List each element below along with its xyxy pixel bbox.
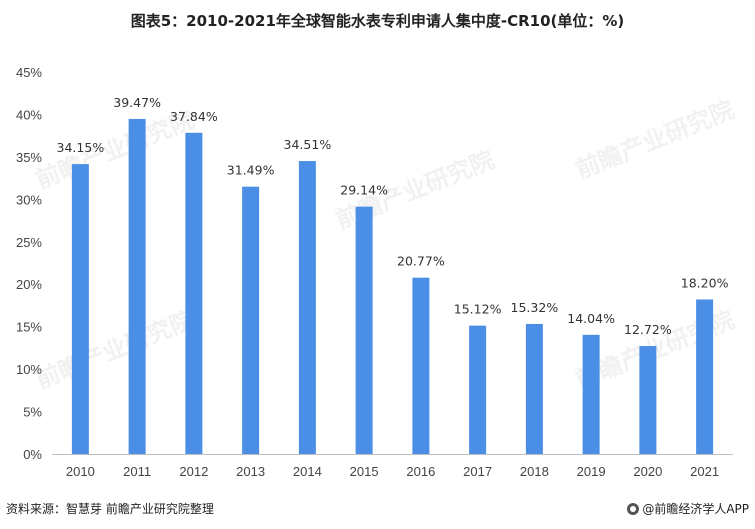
bar: [185, 132, 203, 454]
y-tick-label: 0%: [23, 447, 42, 462]
y-tick-label: 30%: [16, 192, 42, 207]
y-tick-label: 15%: [16, 320, 42, 335]
bar: [525, 323, 543, 454]
x-tick-label: 2013: [236, 464, 265, 479]
chart-title: 图表5：2010-2021年全球智能水表专利申请人集中度-CR10(单位：%): [130, 12, 625, 30]
bar: [242, 186, 260, 455]
data-label: 14.04%: [567, 311, 615, 326]
x-tick-label: 2011: [123, 464, 151, 479]
x-tick-label: 2012: [179, 464, 208, 479]
x-tick-label: 2020: [633, 464, 662, 479]
data-label: 15.32%: [511, 300, 559, 315]
bar: [582, 334, 600, 454]
data-label: 34.15%: [57, 140, 105, 155]
data-label: 20.77%: [397, 254, 445, 269]
y-tick-label: 35%: [16, 150, 42, 165]
bar: [412, 277, 430, 454]
bar: [639, 346, 657, 454]
y-tick-label: 25%: [16, 235, 42, 250]
x-tick-label: 2010: [66, 464, 95, 479]
data-label: 31.49%: [227, 163, 275, 178]
data-label: 37.84%: [170, 109, 218, 124]
brand-logo-icon: [627, 502, 640, 515]
x-tick-label: 2021: [690, 464, 719, 479]
x-tick-label: 2015: [350, 464, 379, 479]
y-tick-label: 10%: [16, 362, 42, 377]
x-tick-label: 2018: [520, 464, 549, 479]
x-tick-label: 2019: [577, 464, 606, 479]
y-tick-label: 5%: [23, 405, 42, 420]
x-tick-label: 2016: [406, 464, 435, 479]
x-tick-label: 2017: [463, 464, 492, 479]
bar: [128, 118, 146, 455]
data-label: 39.47%: [113, 95, 161, 110]
y-tick-label: 40%: [16, 107, 42, 122]
source-note: 资料来源：智慧芽 前瞻产业研究院整理: [6, 502, 214, 516]
bar: [469, 325, 487, 454]
bar: [696, 299, 714, 454]
data-label: 12.72%: [624, 322, 672, 337]
bar: [298, 161, 316, 454]
bar: [71, 164, 89, 455]
app-credit-text: @前瞻经济学人APP: [642, 502, 749, 516]
data-label: 18.20%: [681, 276, 729, 291]
x-tick-label: 2014: [293, 464, 322, 479]
bar: [355, 206, 373, 454]
y-tick-label: 20%: [16, 277, 42, 292]
data-label: 29.14%: [340, 183, 388, 198]
y-tick-label: 45%: [16, 65, 42, 80]
data-label: 15.12%: [454, 302, 502, 317]
app-credit: @前瞻经济学人APP: [627, 500, 749, 517]
data-label: 34.51%: [284, 137, 332, 152]
